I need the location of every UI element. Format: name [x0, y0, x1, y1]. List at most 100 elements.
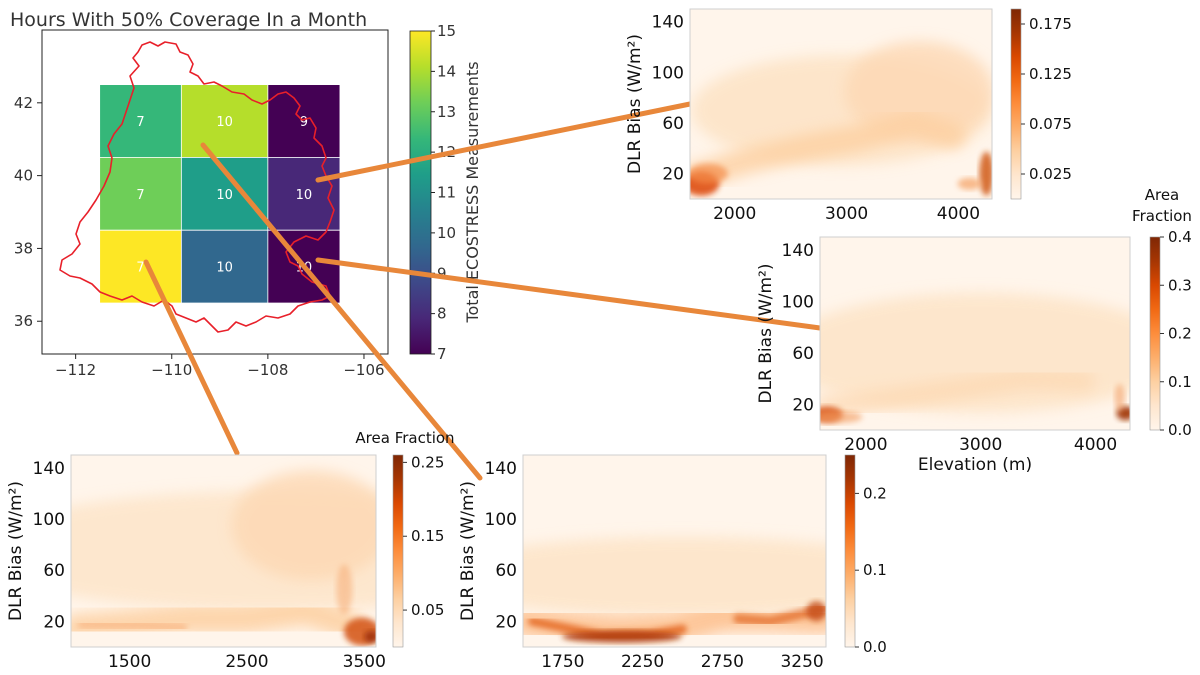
- density-peak: [806, 601, 826, 622]
- plot-frame: [819, 236, 1131, 431]
- colorbar-tick-label: 0.1: [1168, 373, 1192, 391]
- panel-bottom-middle-heatmap: 20 60 100 140 1750 2250 2750 3250 DLR Bias (W/m²…: [458, 454, 887, 672]
- map-colorbar-tick-label: 15: [437, 22, 456, 40]
- x-tick-label: 2000: [844, 435, 887, 455]
- y-axis-label: DLR Bias (W/m²): [458, 481, 478, 621]
- colorbar-title-line: Fraction: [1132, 207, 1192, 225]
- map-cell: [267, 157, 341, 231]
- y-tick-label: 140: [33, 459, 65, 479]
- map-colorbar-tick-label: 13: [437, 103, 456, 121]
- density-layer: [690, 41, 992, 196]
- colorbar-title-line: Area Fraction: [355, 429, 454, 447]
- map-cell: [180, 229, 269, 304]
- x-tick-label: 4000: [937, 204, 980, 224]
- x-tick-label: 4000: [1074, 435, 1117, 455]
- map-colorbar-tick-label: 10: [437, 224, 456, 242]
- map-y-tick-label: 40: [14, 167, 33, 185]
- map-colorbar: [409, 30, 432, 355]
- y-tick-label: 20: [662, 165, 684, 185]
- x-tick-label: 2500: [225, 652, 268, 672]
- density-peak: [820, 411, 863, 424]
- colorbar-tick-label: 0.15: [411, 527, 444, 545]
- x-tick-label: 2250: [621, 652, 664, 672]
- map-x-tick-label: −110: [151, 361, 192, 379]
- y-tick-label: 100: [485, 510, 517, 530]
- y-axis-label: DLR Bias (W/m²): [625, 34, 645, 174]
- state-outline: [59, 41, 335, 333]
- density-peak: [957, 177, 982, 190]
- map-colorbar-tick-label: 11: [437, 184, 456, 202]
- panel-right-heatmap: 20 60 100 140 2000 3000 4000 DLR Bias (W/m²) Ele…: [756, 186, 1192, 475]
- plot-frame: [70, 454, 377, 648]
- map-cells: 7 10 97 10 107 10 10: [99, 84, 341, 304]
- y-tick-label: 60: [43, 561, 65, 581]
- map-cell: [267, 84, 341, 158]
- panel-top-heatmap: 20 60 100 140 2000 3000 4000 DLR Bias (W/m²) 0.0…: [625, 8, 1072, 224]
- colorbar-title: Area Fraction: [355, 429, 454, 447]
- colorbar-tick-label: 0.075: [1029, 115, 1072, 133]
- map-x-tick-label: −106: [343, 361, 384, 379]
- map-cell-label: 7: [136, 115, 144, 130]
- y-axis-label: DLR Bias (W/m²): [6, 481, 26, 621]
- map-y-tick-label: 42: [14, 94, 33, 112]
- map-y-tick-label: 36: [14, 312, 33, 330]
- y-tick-label: 60: [495, 561, 517, 581]
- map-y-axis: 36 38 40 42: [14, 94, 42, 330]
- y-tick-label: 20: [495, 612, 517, 632]
- colorbar-tick-label: 0.125: [1029, 65, 1072, 83]
- colorbar-tick-label: 0.0: [863, 638, 887, 656]
- map-cell: [99, 229, 182, 304]
- plot-frame: [522, 454, 827, 648]
- colorbar-tick-label: 0.175: [1029, 15, 1072, 33]
- y-axis-label: DLR Bias (W/m²): [756, 263, 776, 403]
- plot-frame: [689, 8, 993, 200]
- x-tick-label: 2750: [701, 652, 744, 672]
- y-tick-label: 60: [662, 114, 684, 134]
- x-tick-label: 1750: [541, 652, 584, 672]
- panel-bottom-left-heatmap: 20 60 100 140 1500 2500 3500 DLR Bias (W/m²) 0.0…: [6, 429, 455, 672]
- map-colorbar-tick-label: 7: [437, 345, 447, 363]
- density-band: [77, 618, 188, 633]
- colorbar-tick-label: 0.0: [1168, 421, 1192, 439]
- density-peak: [364, 630, 376, 643]
- y-tick-label: 100: [782, 292, 814, 312]
- density-peak: [1114, 383, 1125, 412]
- map-cell-label: 7: [136, 188, 144, 203]
- y-tick-label: 140: [485, 459, 517, 479]
- y-tick-label: 140: [782, 241, 814, 261]
- density-layer: [71, 470, 376, 646]
- x-tick-label: 2000: [713, 204, 756, 224]
- map-x-tick-label: −112: [55, 361, 96, 379]
- density-haze: [844, 41, 992, 142]
- x-tick-label: 3500: [343, 652, 386, 672]
- density-band: [690, 110, 966, 190]
- colorbar-tick-label: 0.025: [1029, 165, 1072, 183]
- x-tick-label: 1500: [108, 652, 151, 672]
- colorbar-tick-label: 0.2: [863, 484, 887, 502]
- colorbar-tick-label: 0.4: [1168, 228, 1192, 246]
- x-axis-label: Elevation (m): [918, 455, 1032, 475]
- colorbar-tick-label: 0.05: [411, 601, 444, 619]
- density-haze: [523, 536, 826, 617]
- density-layer: [820, 292, 1130, 424]
- map-cell-label: 10: [216, 188, 233, 203]
- map-colorbar-tick-label: 8: [437, 305, 447, 323]
- colorbar: [1010, 8, 1022, 200]
- map-title: Hours With 50% Coverage In a Month: [10, 9, 367, 31]
- map-cell-label: 10: [296, 188, 313, 203]
- connector-line-bottom-left: [143, 259, 240, 456]
- map-cell-label: 10: [216, 261, 233, 276]
- density-layer: [523, 536, 826, 647]
- density-peak: [336, 564, 353, 615]
- connector-lines: [143, 101, 823, 481]
- connector-line-right: [315, 257, 823, 331]
- x-tick-label: 3000: [959, 435, 1002, 455]
- y-tick-label: 20: [792, 395, 814, 415]
- colorbar-title: Area Fraction: [1132, 186, 1192, 225]
- map-colorbar-tick-label: 14: [437, 62, 456, 80]
- colorbar-title-line: Area: [1145, 186, 1180, 204]
- x-tick-label: 3000: [825, 204, 868, 224]
- connector-line-bottom-middle: [200, 142, 483, 481]
- colorbar-tick-label: 0.1: [863, 561, 887, 579]
